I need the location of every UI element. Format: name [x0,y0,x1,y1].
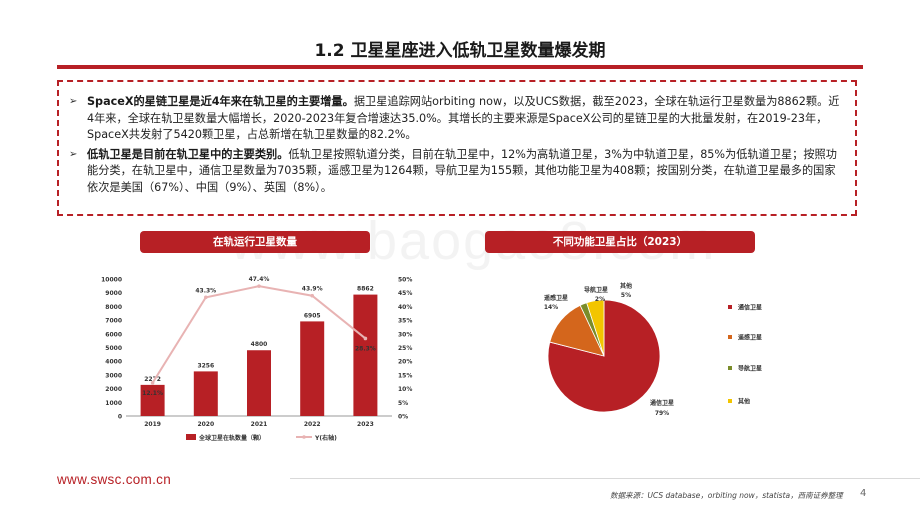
y2-tick-label: 35% [398,318,412,325]
y-tick-label: 2000 [105,386,122,393]
line-value-label: 12.1% [142,390,163,397]
y2-tick-label: 30% [398,331,412,338]
page-title: 1.2 卫星星座进入低轨卫星数量爆发期 [314,41,606,61]
chart-title-functions: 不同功能卫星占比（2023） [485,231,755,253]
y2-tick-label: 40% [398,304,412,311]
y-tick-label: 8000 [105,304,122,311]
y-tick-label: 9000 [105,290,122,297]
legend-label: Y(右轴) [314,434,337,442]
bar-value-label: 6905 [304,312,321,319]
pie-legend-swatch [728,305,732,309]
x-tick-label: 2021 [251,421,268,428]
bar [247,350,271,416]
x-tick-label: 2022 [304,421,321,428]
y-tick-label: 6000 [105,331,122,338]
pie-slice-name: 遥感卫星 [544,294,568,302]
bar-value-label: 8862 [357,286,374,293]
legend-swatch-bars [186,434,196,440]
x-tick-label: 2023 [357,421,374,428]
bar [300,321,325,416]
pie-slice-value: 5% [621,292,631,299]
y2-tick-label: 10% [398,386,412,393]
y2-tick-label: 20% [398,359,412,366]
summary-bullet: ➢ 低轨卫星是目前在轨卫星中的主要类别。低轨卫星按照轨道分类，目前在轨卫星中，1… [67,147,841,197]
line-value-label: 28.3% [355,345,376,352]
line-value-label: 43.3% [195,287,216,294]
page-number: 4 [860,488,867,499]
line-value-label: 47.4% [249,276,270,283]
x-tick-label: 2020 [197,421,214,428]
y-tick-label: 3000 [105,372,122,379]
y-tick-label: 0 [118,414,122,421]
bar [193,371,218,416]
pie-slice-value: 14% [544,304,558,311]
x-tick-label: 2019 [144,421,161,428]
pie-legend-label: 遥感卫星 [738,334,762,342]
legend-marker [302,435,306,439]
bullet-text: 低轨卫星按照轨道分类，目前在轨卫星中，12%为高轨道卫星，3%为中轨道卫星，85… [87,147,837,194]
y2-tick-label: 15% [398,372,412,379]
footer-source: 数据来源：UCS database，orbiting now，statista，… [610,491,843,500]
growth-line [151,285,367,384]
arrow-bullet-icon: ➢ [69,96,78,107]
footer-divider [290,478,920,479]
summary-box: ➢ SpaceX的星链卫星是近4年来在轨卫星的主要增量。据卫星追踪网站orbit… [57,80,857,216]
line-point [204,295,208,300]
bar [353,294,378,416]
pie-slice-value: 79% [655,410,669,417]
bar-value-label: 2272 [144,376,161,383]
y-tick-label: 1000 [105,400,122,407]
footer-url[interactable]: www.swsc.com.cn [57,472,172,487]
line-point [363,336,368,341]
arrow-bullet-icon: ➢ [69,148,78,160]
pie-slice-name: 通信卫星 [650,399,674,407]
pie-legend-swatch [728,335,732,339]
bullet-text: 据卫星追踪网站orbiting now，以及UCS数据，截至2023，全球在轨运… [87,95,840,141]
pie-slice [586,299,605,357]
summary-bullet: ➢ SpaceX的星链卫星是近4年来在轨卫星的主要增量。据卫星追踪网站orbit… [67,94,841,144]
bar-value-label: 3256 [197,362,214,369]
pie-legend-swatch [728,399,732,403]
y2-tick-label: 0% [398,414,408,421]
pie-legend-swatch [728,366,732,370]
bar-value-label: 4800 [251,341,268,348]
bullet-heading: SpaceX的星链卫星是近4年来在轨卫星的主要增量。 [87,95,354,108]
y-tick-label: 5000 [105,345,122,352]
pie-slice [579,302,605,357]
y2-tick-label: 45% [398,290,412,297]
bar [140,384,165,416]
pie-legend-label: 导航卫星 [738,365,762,373]
title-divider [57,65,863,69]
pie-slice [547,299,661,413]
bullet-heading: 低轨卫星是目前在轨卫星中的主要类别。 [87,147,289,161]
y-tick-label: 7000 [105,318,122,325]
line-point [150,381,155,385]
pie-legend-label: 其他 [738,398,750,406]
y-tick-label: 10000 [101,277,122,284]
y2-tick-label: 25% [398,345,412,352]
pie-slice-name: 导航卫星 [584,286,608,294]
y-tick-label: 4000 [105,359,122,366]
pie-slice-value: 2% [595,296,605,303]
y2-tick-label: 5% [398,400,408,407]
chart-title-satellites: 在轨运行卫星数量 [140,231,370,253]
legend-label: 全球卫星在轨数量（颗） [198,434,265,442]
pie-slice [549,304,605,357]
line-value-label: 43.9% [302,286,323,293]
pie-slice-name: 其他 [620,282,632,290]
pie-legend-label: 通信卫星 [738,304,762,312]
line-point [310,293,315,298]
y2-tick-label: 50% [398,277,412,284]
line-point [257,284,261,288]
